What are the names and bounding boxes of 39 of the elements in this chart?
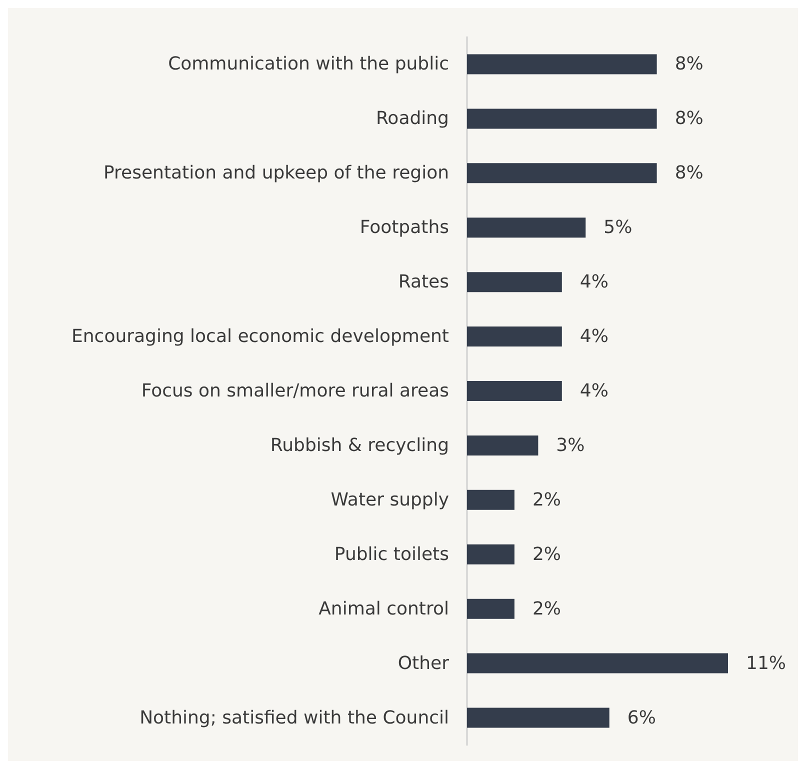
- y-tick-label: Animal control: [318, 598, 449, 620]
- data-label: 11%: [746, 652, 786, 674]
- data-label: 8%: [674, 108, 704, 130]
- bar: [467, 653, 728, 674]
- y-tick-label: Communication with the public: [168, 54, 449, 75]
- data-label: 4%: [580, 380, 608, 402]
- bar: [467, 381, 562, 401]
- bar: [467, 708, 610, 728]
- data-label: 6%: [627, 707, 656, 728]
- y-tick-label: Rates: [398, 272, 449, 293]
- bar: [467, 490, 514, 510]
- data-label: 4%: [580, 272, 608, 293]
- data-label: 2%: [532, 489, 562, 510]
- bar: [467, 218, 586, 238]
- bar: [467, 544, 514, 564]
- bar: [467, 435, 538, 456]
- bar: [467, 54, 657, 74]
- y-tick-label: Encouraging local economic development: [72, 326, 449, 348]
- bar: [467, 598, 514, 619]
- y-tick-label: Other: [398, 652, 450, 674]
- data-label: 3%: [556, 434, 585, 456]
- y-tick-label: Footpaths: [360, 217, 449, 238]
- bar: [467, 163, 657, 184]
- y-tick-label: Public toilets: [334, 544, 449, 565]
- data-label: 8%: [674, 54, 704, 75]
- y-tick-label: Rubbish & recycling: [270, 434, 449, 456]
- data-label: 8%: [674, 162, 704, 184]
- data-label: 4%: [580, 326, 608, 348]
- bar: [467, 326, 562, 347]
- data-label: 2%: [532, 544, 562, 565]
- y-tick-label: Water supply: [330, 489, 450, 510]
- bar: [467, 108, 657, 129]
- data-label: 2%: [532, 598, 562, 620]
- y-tick-label: Roading: [376, 108, 449, 130]
- y-tick-label: Focus on smaller/more rural areas: [141, 380, 449, 402]
- y-tick-label: Nothing; satisfied with the Council: [140, 707, 449, 728]
- bar: [467, 272, 562, 292]
- data-label: 5%: [604, 217, 632, 238]
- y-tick-label: Presentation and upkeep of the region: [103, 162, 449, 184]
